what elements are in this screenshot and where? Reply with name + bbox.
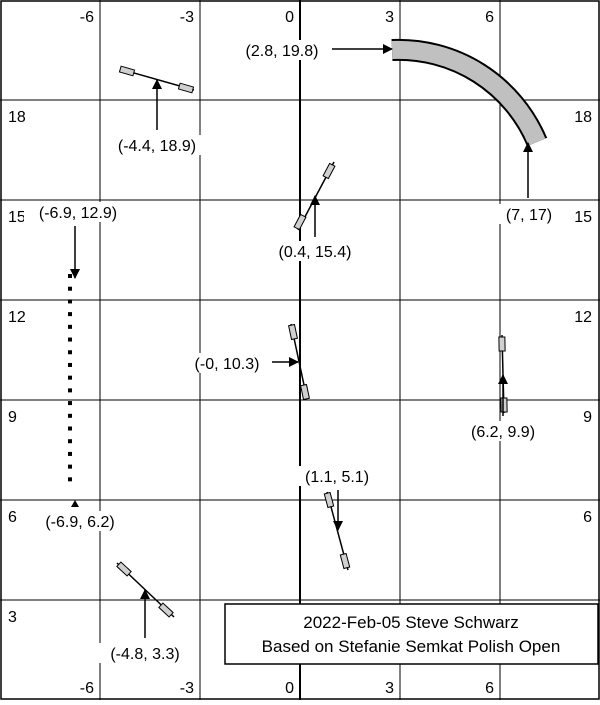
wheel-plank [118, 65, 136, 77]
label-wheel-1: (-4.4, 18.9) [118, 138, 196, 155]
dot [68, 312, 72, 317]
y-tick-label: 18 [574, 109, 592, 126]
x-tick-label: -3 [180, 9, 194, 26]
y-tick-label: 9 [8, 409, 17, 426]
dot [68, 477, 72, 482]
x-tick-label: 6 [485, 9, 494, 26]
x-tick-label: -6 [80, 9, 94, 26]
dot [68, 337, 72, 342]
wheel-plank [323, 491, 335, 509]
wheel-plank [339, 552, 351, 570]
x-tick-label: -3 [180, 680, 194, 697]
credit-frame [224, 603, 599, 665]
y-tick-label: 9 [583, 409, 592, 426]
y-tick-label: 3 [8, 609, 17, 626]
wheel-plank [177, 82, 195, 94]
label-dotted-start: (-6.9, 12.9) [39, 205, 117, 222]
dot [68, 375, 72, 380]
y-tick-label: 6 [583, 509, 592, 526]
label-wheel-5: (1.1, 5.1) [305, 469, 369, 486]
x-tick-label: 3 [385, 680, 394, 697]
x-tick-label: -6 [80, 680, 94, 697]
y-tick-label: 12 [574, 309, 592, 326]
y-tick-label: 15 [8, 209, 26, 226]
wheel-plank [322, 162, 336, 180]
wheel-obstacle [323, 491, 351, 571]
wheel-plank [500, 397, 508, 413]
dot [68, 388, 72, 393]
wheel-obstacle [118, 65, 195, 94]
x-tick-label: 3 [385, 9, 394, 26]
x-tick-label: 0 [285, 680, 294, 697]
wheel-obstacle [288, 323, 310, 401]
y-tick-label: 12 [8, 309, 26, 326]
credit-box: 2022-Feb-05 Steve Schwarz Based on Stefa… [224, 603, 599, 665]
dotted-line-end-marker [71, 500, 79, 507]
x-tick-labels-top: -6 -3 0 3 6 [80, 9, 494, 26]
label-wheel-2: (0.4, 15.4) [279, 244, 352, 261]
y-tick-label: 6 [8, 509, 17, 526]
dot [68, 274, 72, 278]
y-tick-labels-left: 3 6 9 12 15 18 [8, 109, 26, 626]
wheel-plank [300, 383, 310, 401]
y-tick-label: 18 [8, 109, 26, 126]
wheel-plank [293, 213, 307, 231]
tunnel-body [391, 40, 546, 146]
dot [68, 350, 72, 355]
callout-arrows [70, 44, 533, 638]
label-tunnel-end: (7, 17) [506, 207, 552, 224]
dot [68, 413, 72, 418]
dot [68, 299, 72, 304]
dot [68, 401, 72, 406]
label-wheel-4: (6.2, 9.9) [471, 424, 535, 441]
wheel-plank [116, 561, 132, 577]
dot [68, 362, 72, 367]
dot [68, 451, 72, 456]
x-tick-label: 6 [485, 680, 494, 697]
dot [68, 426, 72, 431]
label-wheel-6: (-4.8, 3.3) [110, 646, 179, 663]
wheel-plank [158, 602, 174, 618]
x-tick-label: 0 [285, 9, 294, 26]
tunnel-obstacle [391, 38, 548, 147]
dot [68, 324, 72, 329]
dot [68, 439, 72, 444]
wheel-plank [288, 323, 298, 341]
label-tunnel-start: (2.8, 19.8) [246, 43, 319, 60]
y-tick-label: 15 [574, 209, 592, 226]
credit-line-1: 2022-Feb-05 Steve Schwarz [303, 613, 518, 632]
coordinate-labels: (-4.4, 18.9) (0.4, 15.4) (-0, 10.3) (6.2… [24, 40, 562, 663]
x-tick-labels-bottom: -6 -3 0 3 6 [80, 680, 494, 697]
label-dotted-end: (-6.9, 6.2) [45, 514, 114, 531]
dot [68, 464, 72, 469]
dot [68, 286, 72, 291]
label-wheel-3: (-0, 10.3) [195, 356, 260, 373]
wheel-plank [498, 336, 506, 352]
credit-line-2: Based on Stefanie Semkat Polish Open [262, 637, 561, 656]
